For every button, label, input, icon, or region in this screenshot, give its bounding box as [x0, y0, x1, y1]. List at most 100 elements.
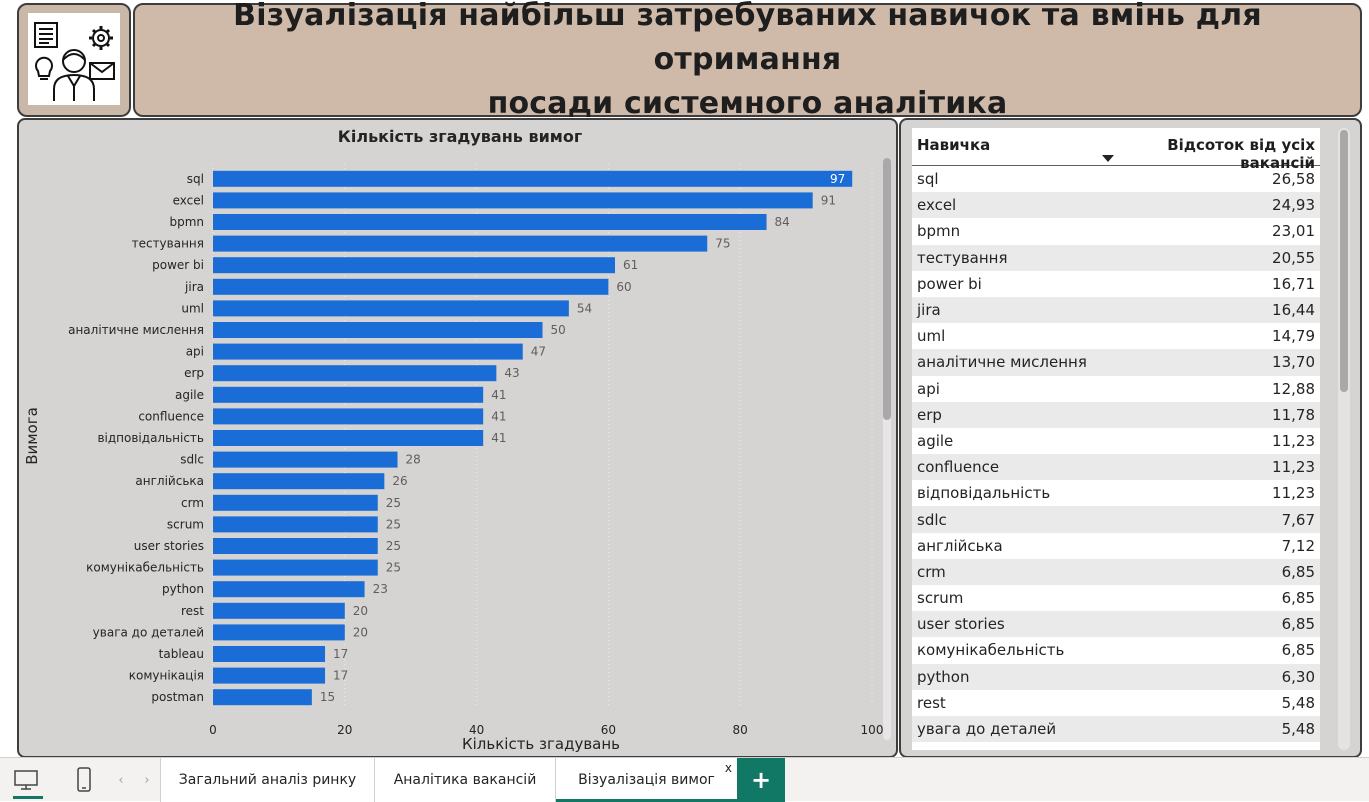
bar-12[interactable] [213, 430, 484, 446]
bar-6[interactable] [213, 300, 569, 317]
bar-4[interactable] [213, 257, 615, 274]
bar-21[interactable] [213, 624, 345, 641]
bar-3[interactable] [213, 235, 708, 252]
mobile-view-button[interactable] [64, 758, 104, 802]
tab-market-analysis[interactable]: Загальний аналіз ринку [160, 758, 374, 802]
bar-18[interactable] [213, 559, 378, 576]
table-row[interactable]: sql 26,58 [912, 166, 1320, 192]
table-row[interactable]: англійська 7,12 [912, 533, 1320, 559]
table-row[interactable]: тестування 20,55 [912, 244, 1320, 271]
x-tick-label: 20 [337, 723, 352, 737]
table-row[interactable]: rest 5,48 [912, 690, 1320, 716]
table-row[interactable]: bpmn 23,01 [912, 218, 1320, 244]
bar-17[interactable] [213, 538, 378, 554]
cell-percent: 23,01 [1272, 222, 1315, 241]
bar-19[interactable] [213, 581, 365, 598]
bar-7[interactable] [213, 322, 543, 338]
data-label: 20 [353, 604, 368, 618]
title-line-1: Візуалізація найбільш затребуваних навич… [233, 0, 1262, 77]
table-row[interactable]: crm 6,85 [912, 558, 1320, 585]
column-header-skill[interactable]: Навичка [917, 136, 991, 154]
bar-15[interactable] [213, 494, 378, 511]
cell-percent: 11,23 [1272, 484, 1315, 503]
table-row[interactable]: api 12,88 [912, 376, 1320, 402]
table-row[interactable]: аналітичне мислення 13,70 [912, 349, 1320, 376]
data-label: 60 [616, 280, 631, 294]
bar-5[interactable] [213, 278, 609, 295]
table-row[interactable]: sdlc 7,67 [912, 506, 1320, 533]
table-row[interactable]: erp 11,78 [912, 401, 1320, 428]
bar-9[interactable] [213, 365, 497, 382]
data-label: 47 [531, 345, 546, 359]
bar-10[interactable] [213, 386, 484, 403]
table-row[interactable]: scrum 6,85 [912, 585, 1320, 611]
cell-percent: 6,85 [1281, 615, 1315, 634]
bar-chart-svg: Кількість згадувань вимог Вимога Кількіс… [23, 127, 883, 753]
y-category-label: tableau [159, 647, 204, 661]
cell-skill: аналітичне мислення [917, 353, 1087, 372]
table-rows: sql 26,58 excel 24,93 bpmn 23,01 тестування 20,… [912, 166, 1320, 743]
data-label: 15 [320, 690, 335, 704]
bar-13[interactable] [213, 451, 398, 468]
cell-skill: confluence [917, 458, 1000, 477]
tab-vacancy-analytics[interactable]: Аналітика вакансій [374, 758, 555, 802]
cell-skill: erp [917, 405, 942, 424]
table-row[interactable]: excel 24,93 [912, 192, 1320, 219]
cell-skill: uml [917, 327, 946, 346]
desktop-view-button[interactable] [4, 758, 48, 802]
column-header-percent[interactable]: Відсоток від усіх вакансій [1167, 136, 1315, 172]
table-row[interactable]: комунікабельність 6,85 [912, 637, 1320, 663]
table-scrollbar[interactable] [1338, 128, 1350, 750]
bar-23[interactable] [213, 667, 326, 684]
x-axis-label: Кількість згадувань [462, 735, 620, 753]
bar-0[interactable] [213, 170, 853, 187]
data-label: 25 [386, 561, 401, 575]
sort-descending-icon[interactable] [1102, 155, 1114, 162]
plus-icon: + [750, 766, 772, 794]
cell-percent: 7,67 [1281, 510, 1315, 529]
title-line-2: посади системного аналітика [487, 86, 1008, 121]
requirements-bar-chart[interactable]: Кількість згадувань вимог Вимога Кількіс… [17, 118, 898, 758]
close-icon[interactable]: x [724, 761, 732, 775]
cell-percent: 26,58 [1272, 170, 1315, 189]
table-row[interactable]: увага до деталей 5,48 [912, 715, 1320, 743]
cell-percent: 16,44 [1272, 301, 1315, 320]
chart-scrollbar-thumb[interactable] [883, 158, 891, 420]
bar-16[interactable] [213, 516, 378, 533]
chart-scrollbar[interactable] [883, 158, 891, 740]
cell-percent: 6,30 [1281, 667, 1315, 686]
cell-percent: 5,48 [1281, 720, 1315, 739]
table-row[interactable]: user stories 6,85 [912, 611, 1320, 638]
analyst-skills-icon [28, 13, 120, 105]
bar-2[interactable] [213, 214, 767, 230]
table-row[interactable]: uml 14,79 [912, 323, 1320, 349]
table-scrollbar-thumb[interactable] [1340, 130, 1348, 392]
skills-percent-table: Навичка Відсоток від усіх вакансій sql 26… [899, 118, 1362, 758]
table-row[interactable]: agile 11,23 [912, 428, 1320, 454]
bar-24[interactable] [213, 689, 312, 706]
y-category-label: sdlc [180, 453, 204, 467]
table-row[interactable]: jira 16,44 [912, 296, 1320, 324]
y-category-label: увага до деталей [93, 625, 204, 639]
table-row[interactable]: відповідальність 11,23 [912, 480, 1320, 506]
table-row[interactable]: confluence 11,23 [912, 454, 1320, 481]
table-row[interactable]: python 6,30 [912, 663, 1320, 690]
bar-8[interactable] [213, 343, 523, 360]
cell-skill: увага до деталей [917, 720, 1057, 739]
y-category-label: bpmn [169, 215, 204, 229]
chevron-left-icon: ‹ [118, 772, 124, 788]
table-row[interactable]: power bi 16,71 [912, 271, 1320, 297]
add-page-button[interactable]: + [737, 758, 785, 802]
data-label: 50 [551, 323, 566, 337]
bar-22[interactable] [213, 646, 326, 662]
data-label: 23 [373, 582, 388, 596]
next-page-button[interactable]: › [138, 758, 156, 802]
bar-14[interactable] [213, 473, 385, 490]
tab-requirements-visualization[interactable]: Візуалізація вимог x [555, 758, 737, 802]
prev-page-button[interactable]: ‹ [112, 758, 130, 802]
data-label: 41 [491, 388, 506, 402]
bar-1[interactable] [213, 192, 813, 209]
cell-percent: 6,85 [1281, 562, 1315, 581]
bar-20[interactable] [213, 602, 345, 619]
bar-11[interactable] [213, 408, 484, 425]
